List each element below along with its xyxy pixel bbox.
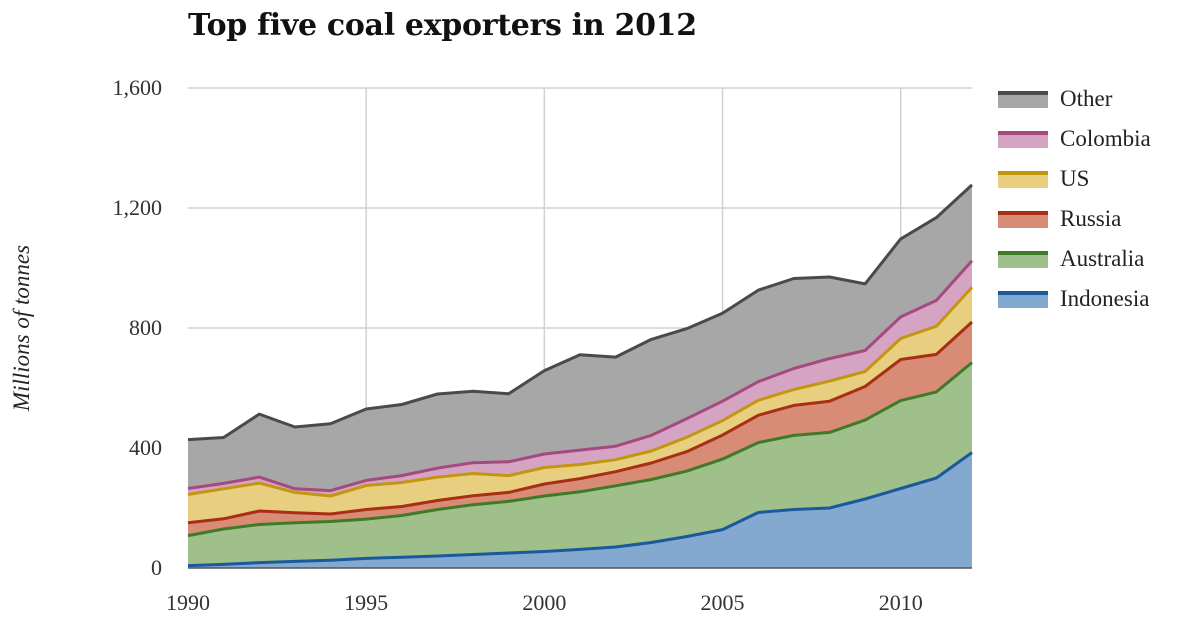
legend-label-indonesia: Indonesia bbox=[1060, 286, 1149, 311]
line-russia bbox=[187, 320, 974, 525]
legend-swatch-other bbox=[998, 92, 1048, 108]
legend-label-russia: Russia bbox=[1060, 206, 1121, 231]
area-russia bbox=[188, 322, 972, 536]
y-tick-label-800: 800 bbox=[129, 315, 162, 340]
area-colombia bbox=[188, 260, 972, 496]
line-indonesia bbox=[187, 451, 973, 568]
x-tick-label-2005: 2005 bbox=[701, 590, 745, 615]
line-other bbox=[187, 183, 974, 442]
y-tick-label-1200: 1,200 bbox=[113, 195, 163, 220]
legend-label-australia: Australia bbox=[1060, 246, 1144, 271]
legend-swatch-indonesia bbox=[998, 292, 1048, 308]
tick-labels: 0 400 800 1,200 1,600 1990 1995 2000 2005 2010 bbox=[113, 75, 923, 615]
x-tick-label-1995: 1995 bbox=[344, 590, 388, 615]
area-australia bbox=[188, 362, 972, 566]
x-tick-label-2000: 2000 bbox=[522, 590, 566, 615]
legend-swatch-us bbox=[998, 172, 1048, 188]
chart-title: Top five coal exporters in 2012 bbox=[188, 8, 697, 43]
legend-swatch-australia bbox=[998, 252, 1048, 268]
legend-label-colombia: Colombia bbox=[1060, 126, 1151, 151]
legend-item-colombia: Colombia bbox=[998, 126, 1151, 151]
legend-item-australia: Australia bbox=[998, 246, 1144, 271]
legend-item-indonesia: Indonesia bbox=[998, 286, 1149, 311]
line-australia bbox=[187, 361, 973, 538]
legend-swatch-colombia bbox=[998, 132, 1048, 148]
y-tick-label-400: 400 bbox=[129, 435, 162, 460]
area-us bbox=[188, 287, 972, 523]
legend-swatch-russia bbox=[998, 212, 1048, 228]
area-indonesia bbox=[188, 452, 972, 568]
line-us bbox=[187, 286, 974, 498]
area-other bbox=[188, 184, 972, 491]
legend-item-russia: Russia bbox=[998, 206, 1121, 231]
y-tick-label-1600: 1,600 bbox=[113, 75, 163, 100]
legend-label-us: US bbox=[1060, 166, 1089, 191]
line-colombia bbox=[187, 259, 974, 493]
series-lines bbox=[187, 183, 974, 568]
area-layers bbox=[188, 184, 972, 568]
legend: Other Colombia US Russia Australia Indonesia bbox=[998, 86, 1151, 311]
x-tick-label-2010: 2010 bbox=[879, 590, 923, 615]
y-tick-label-0: 0 bbox=[151, 555, 162, 580]
legend-label-other: Other bbox=[1060, 86, 1113, 111]
legend-item-us: US bbox=[998, 166, 1089, 191]
legend-item-other: Other bbox=[998, 86, 1113, 111]
x-tick-label-1990: 1990 bbox=[166, 590, 210, 615]
